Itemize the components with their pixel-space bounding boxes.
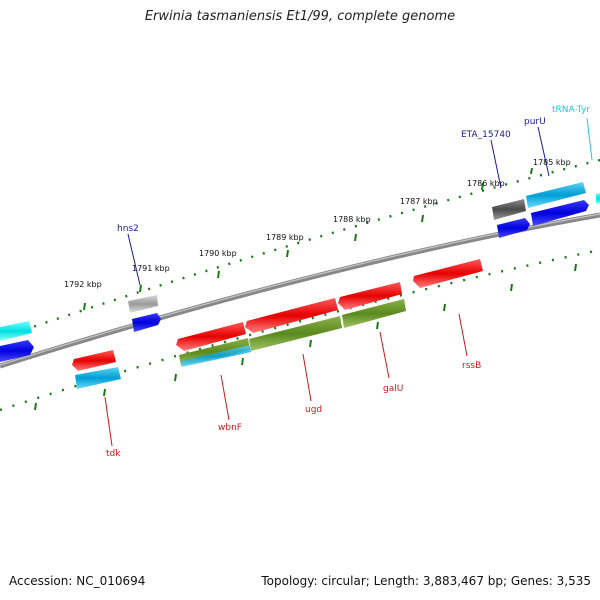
gene-label-tdk[interactable]: tdk — [106, 449, 121, 459]
tick-label: 1790 kbp — [199, 249, 237, 258]
tick-label: 1788 kbp — [333, 215, 371, 224]
rna-feature-wbnF[interactable] — [181, 345, 251, 367]
tick-label: 1791 kbp — [132, 264, 170, 273]
rna-feature-left-edge[interactable] — [0, 321, 32, 341]
gene-feature-tdk[interactable] — [75, 367, 121, 389]
genome-summary: Topology: circular; Length: 3,883,467 bp… — [261, 574, 591, 588]
cds-feature-left-edge[interactable] — [0, 340, 34, 362]
gene-label-rssB[interactable]: rssB — [462, 361, 481, 371]
label-leaders — [104, 117, 593, 447]
page-title: Erwinia tasmaniensis Et1/99, complete ge… — [144, 9, 456, 24]
tick-label: 1787 kbp — [400, 197, 438, 206]
cds-feature-eta-15740[interactable] — [497, 218, 530, 238]
gene-label-trna-tyr[interactable]: tRNA-Tyr — [552, 105, 590, 115]
reverse-features — [72, 259, 483, 389]
gene-feature-ugd[interactable] — [249, 316, 342, 351]
rna-feature-trna-tyr[interactable] — [596, 193, 600, 204]
tick-label: 1785 kbp — [533, 158, 571, 167]
tick-label: 1786 kbp — [467, 179, 505, 188]
gene-label-galU[interactable]: galU — [383, 384, 403, 394]
pseudo-feature-hns2[interactable] — [128, 295, 158, 313]
gene-label-purU[interactable]: purU — [524, 117, 546, 127]
cds-feature-rssB[interactable] — [413, 259, 483, 288]
tick-label: 1789 kbp — [266, 233, 304, 242]
cds-feature-ugd[interactable] — [245, 298, 338, 333]
accession-info: Accession: NC_010694 — [9, 574, 146, 588]
gene-label-hns2[interactable]: hns2 — [117, 224, 139, 234]
gene-feature-purU[interactable] — [526, 182, 586, 208]
forward-features — [0, 182, 600, 362]
cds-feature-wbnF[interactable] — [176, 322, 246, 351]
gene-label-ugd[interactable]: ugd — [305, 405, 322, 415]
cds-feature-purU[interactable] — [531, 200, 589, 226]
gene-label-eta-15740[interactable]: ETA_15740 — [461, 130, 511, 140]
cds-feature-galU[interactable] — [338, 282, 402, 310]
gene-feature-galU[interactable] — [342, 299, 406, 328]
inner-major-ticks — [34, 263, 577, 411]
outer-major-ticks — [83, 167, 533, 311]
cds-feature-tdk[interactable] — [72, 350, 116, 371]
misc-feature-eta-15740[interactable] — [492, 199, 526, 220]
tick-label: 1792 kbp — [64, 280, 102, 289]
gene-label-wbnF[interactable]: wbnF — [218, 423, 242, 433]
cds-feature-hns2[interactable] — [132, 313, 161, 332]
